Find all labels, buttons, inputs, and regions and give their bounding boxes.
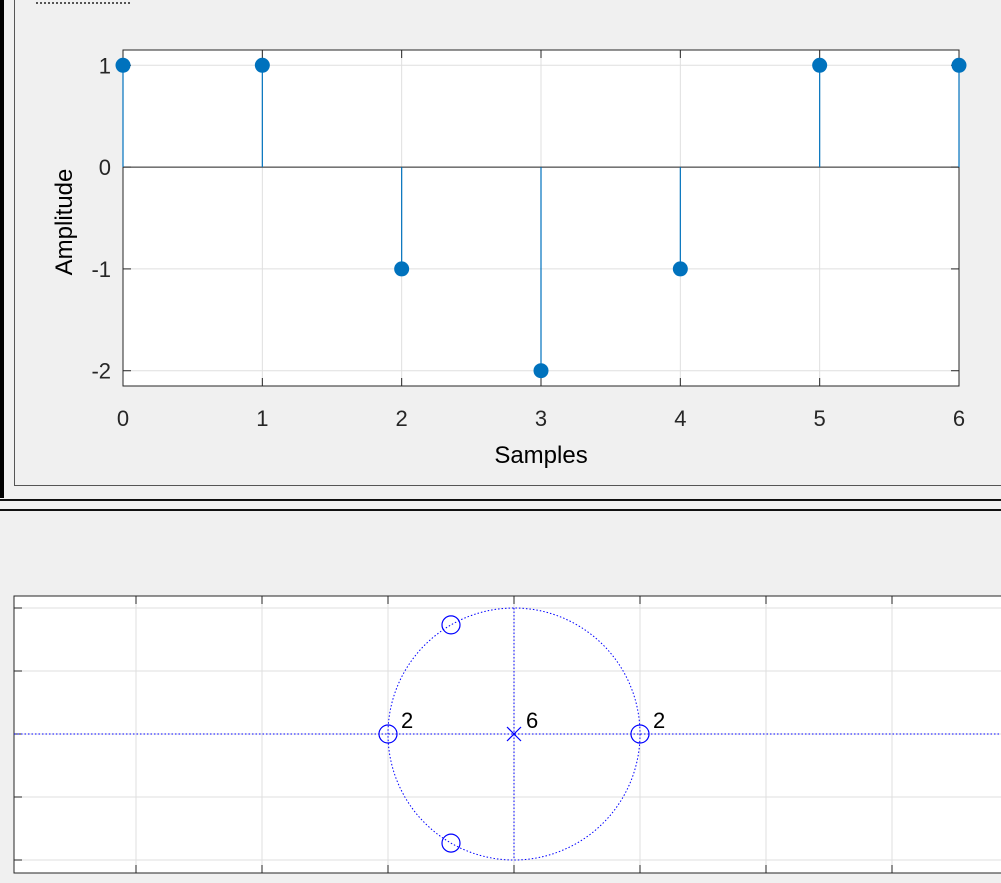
x-tick-label: 6 xyxy=(953,406,965,431)
y-tick-label: 0 xyxy=(99,155,111,180)
x-tick-label: 5 xyxy=(814,406,826,431)
zero-marker xyxy=(441,615,461,635)
figure-divider xyxy=(0,499,1001,501)
stem-marker xyxy=(115,57,131,73)
x-tick-label: 4 xyxy=(674,406,686,431)
figure-divider-lower xyxy=(0,509,1001,511)
pole-multiplicity-label: 6 xyxy=(526,708,538,733)
zero-multiplicity-label: 2 xyxy=(401,708,413,733)
pz-marks: 2 2 6 xyxy=(14,607,1001,861)
y-tick-label: -1 xyxy=(91,257,111,282)
x-axis-label: Samples xyxy=(494,442,587,469)
zero-marker xyxy=(378,724,398,744)
unit-circle xyxy=(387,607,641,861)
y-axis-label: Amplitude xyxy=(51,169,78,276)
pz-ticks xyxy=(14,596,893,873)
stem-plot: 0 1 2 3 4 5 6 1 0 -1 -2 Samples Amplitude xyxy=(51,49,967,469)
stem-marker xyxy=(812,57,828,73)
cropped-title xyxy=(36,0,130,4)
x-tick-label: 3 xyxy=(535,406,547,431)
stem-marker xyxy=(394,261,410,277)
stem-marker xyxy=(951,57,967,73)
window-frame-left xyxy=(0,0,4,498)
x-tick-label: 0 xyxy=(117,406,129,431)
y-tick-label: 1 xyxy=(99,53,111,78)
x-tick-label: 2 xyxy=(396,406,408,431)
zero-multiplicity-label: 2 xyxy=(653,708,665,733)
y-tick-label: -2 xyxy=(91,359,111,384)
pole-zero-plot: 2 2 6 xyxy=(13,595,1001,874)
stem-marker xyxy=(672,261,688,277)
zero-marker xyxy=(441,833,461,853)
stem-marks xyxy=(115,57,967,379)
stem-marker xyxy=(533,363,549,379)
zero-marker xyxy=(630,724,650,744)
pole-marker xyxy=(506,726,522,742)
stem-ticks: 0 1 2 3 4 5 6 1 0 -1 -2 xyxy=(91,50,965,431)
stem-marker xyxy=(254,57,270,73)
x-tick-label: 1 xyxy=(256,406,268,431)
